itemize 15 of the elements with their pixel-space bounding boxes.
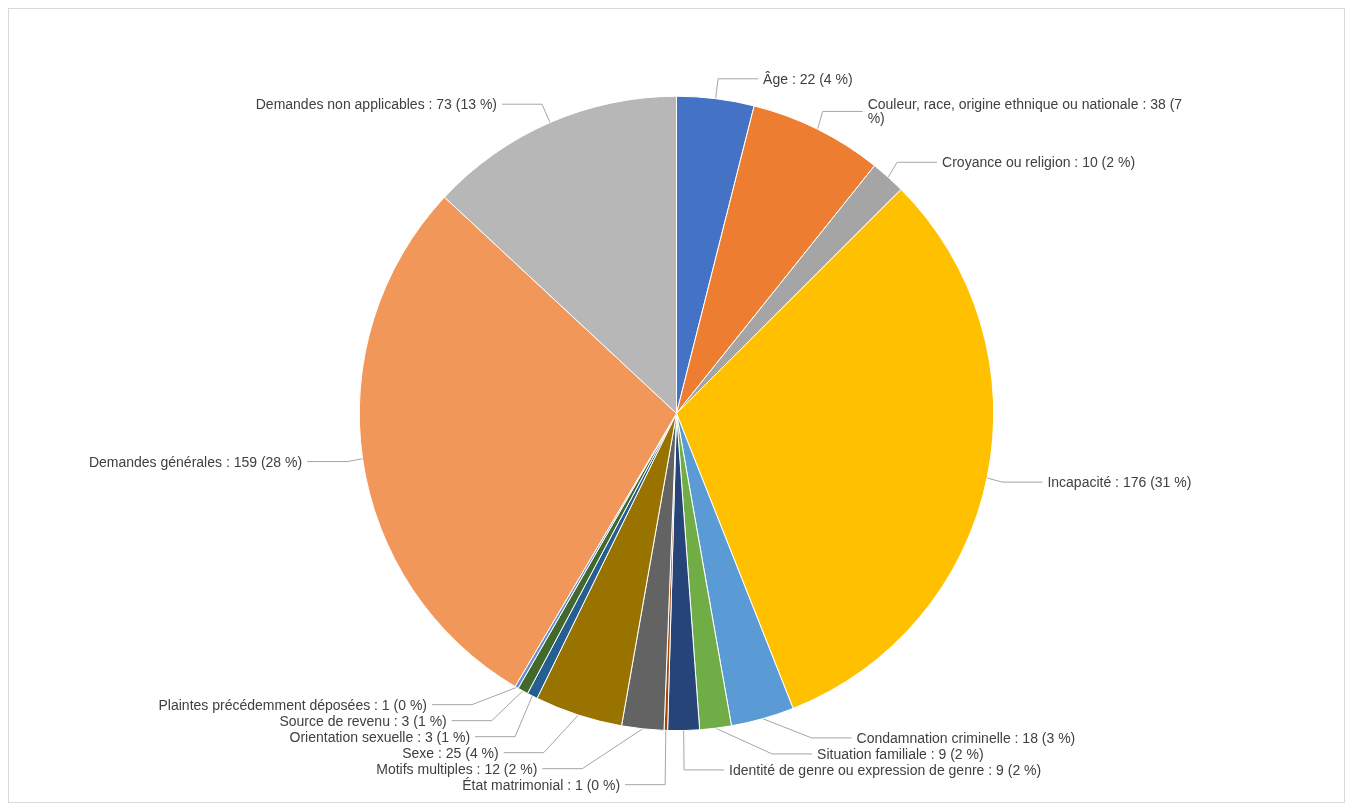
slice-label: État matrimonial : 1 (0 %) <box>462 776 621 793</box>
slice-label: Demandes non applicables : 73 (13 %) <box>255 96 498 113</box>
slice-label: Condamnation criminelle : 18 (3 %) <box>856 729 1076 746</box>
slice-label: Orientation sexuelle : 3 (1 %) <box>289 728 471 745</box>
slice-label: Incapacité : 176 (31 %) <box>1047 474 1192 491</box>
slice-label: Âge : 22 (4 %) <box>763 70 853 87</box>
slice-label: Sexe : 25 (4 %) <box>402 744 499 761</box>
slice-label: Identité de genre ou expression de genre : 9 (2 %) <box>729 761 1042 778</box>
slice-label: Demandes générales : 159 (28 %) <box>88 453 303 470</box>
slice-label: Croyance ou religion : 10 (2 %) <box>942 154 1136 171</box>
slice-label: Motifs multiples : 12 (2 %) <box>376 760 538 777</box>
slice-label: Plaintes précédemment déposées : 1 (0 %) <box>158 696 427 713</box>
slice-label: Situation familiale : 9 (2 %) <box>817 745 984 762</box>
slice-label: Source de revenu : 3 (1 %) <box>279 712 447 729</box>
slice-label: Couleur, race, origine ethnique ou nationale : 38 (7 %) <box>867 96 1186 127</box>
